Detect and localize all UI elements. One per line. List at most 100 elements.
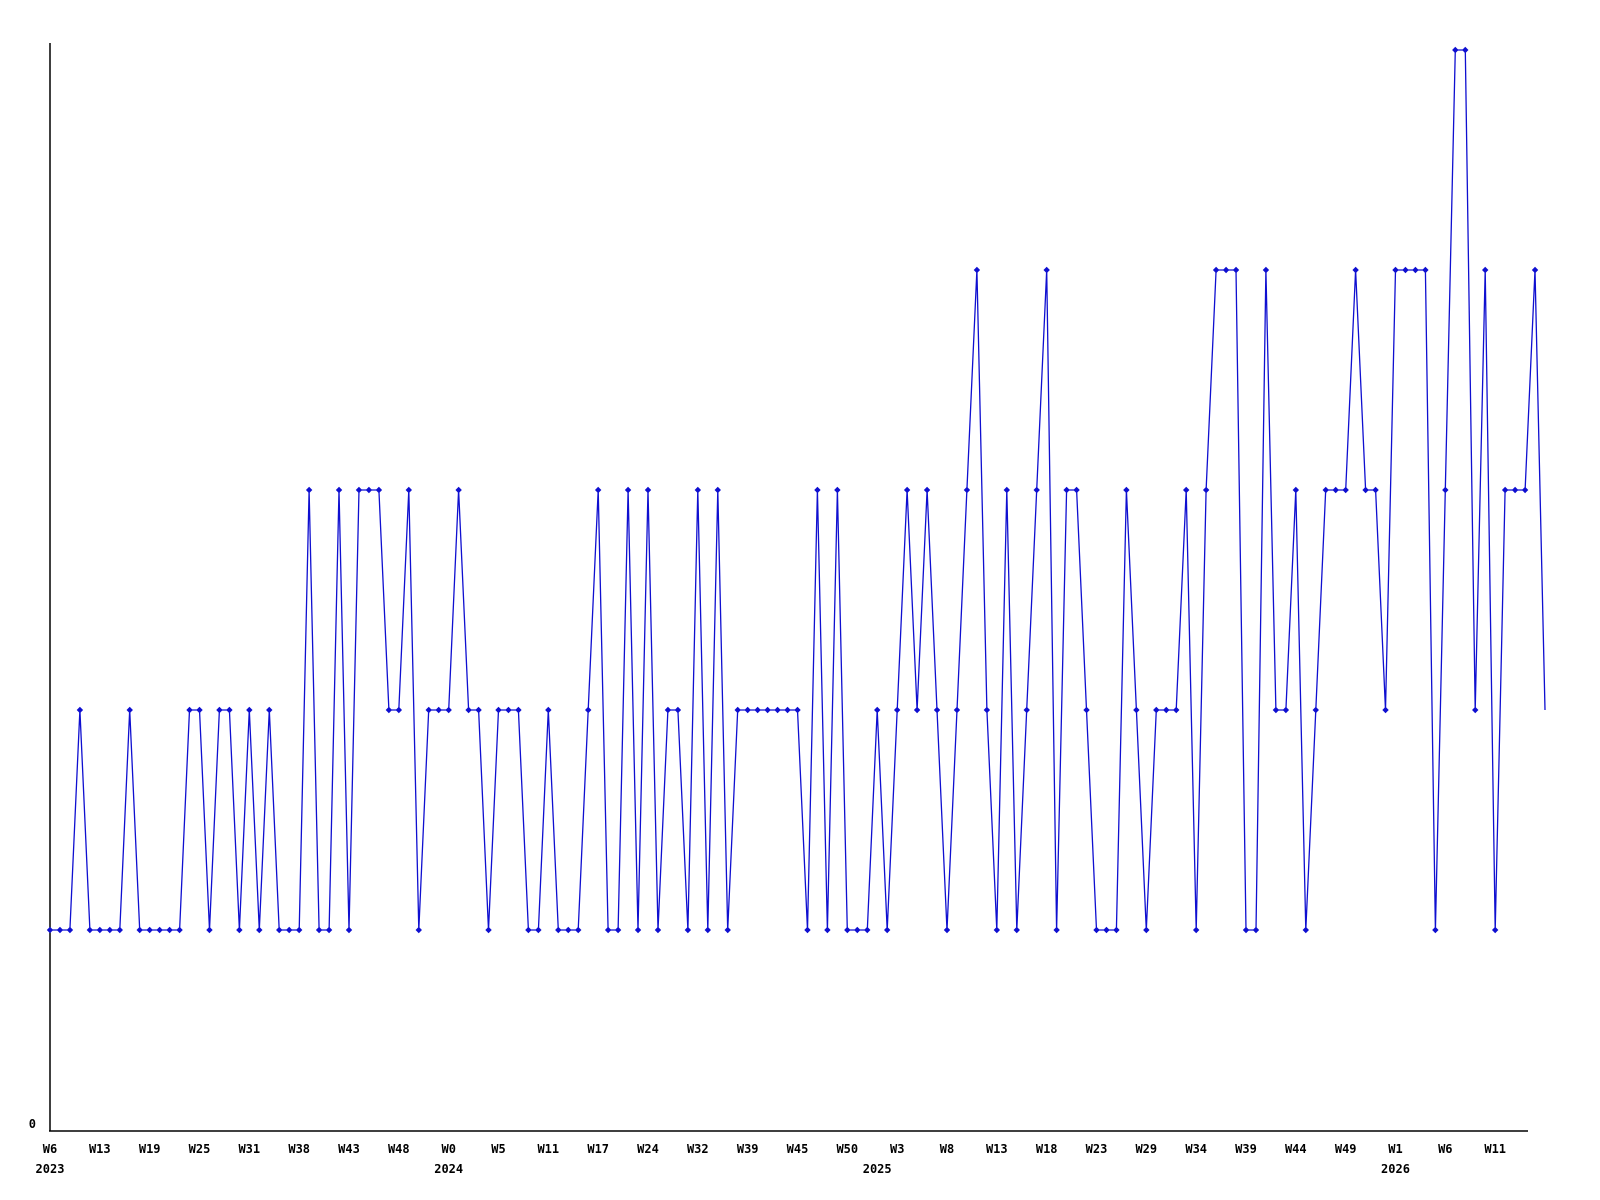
data-point-marker [345, 926, 353, 934]
data-point-marker [1362, 486, 1369, 494]
x-tick-label: W11 [537, 1142, 559, 1156]
data-point-marker [953, 706, 961, 714]
data-point-marker [86, 926, 94, 934]
x-tick-label: W43 [338, 1142, 360, 1156]
data-point-marker [206, 926, 213, 934]
data-point-marker [814, 486, 821, 494]
data-point-marker [495, 706, 502, 714]
x-tick-label: W19 [139, 1142, 161, 1156]
data-point-marker [1412, 266, 1419, 274]
data-point-marker [754, 706, 761, 714]
data-point-marker [764, 706, 771, 714]
data-point-marker [614, 926, 622, 934]
data-point-marker [355, 486, 363, 494]
data-point-marker [824, 926, 831, 934]
data-point-marker [385, 706, 393, 714]
data-point-marker [1282, 706, 1290, 714]
data-point-marker [1342, 486, 1349, 494]
x-tick-label: W29 [1135, 1142, 1157, 1156]
data-point-marker [405, 486, 412, 494]
data-point-marker [226, 706, 233, 714]
data-point-marker [455, 486, 462, 494]
data-point-marker [1053, 926, 1060, 934]
data-point-marker [1332, 486, 1339, 494]
data-point-marker [864, 926, 871, 934]
data-point-marker [1252, 926, 1260, 934]
tick-labels-group: 0W6 W13 W19 W25 W31 W38 W43 W48 W0 W5 W11 W17 W24 W32… [29, 1117, 1506, 1176]
series-group [46, 46, 1546, 934]
data-point-marker [884, 926, 891, 934]
axes-group [49, 43, 1528, 1132]
data-point-marker [1003, 486, 1010, 494]
data-point-marker [1023, 706, 1030, 714]
data-point-marker [903, 486, 911, 494]
x-tick-label: W39 [1235, 1142, 1257, 1156]
data-point-marker [1472, 706, 1479, 714]
data-series-line [50, 49, 1546, 931]
data-point-marker [545, 706, 552, 714]
data-point-marker [624, 486, 632, 494]
data-point-marker [295, 926, 303, 934]
data-point-marker [126, 706, 133, 714]
data-point-marker [146, 926, 153, 934]
data-point-marker [684, 926, 692, 934]
x-tick-label: W44 [1285, 1142, 1307, 1156]
data-point-marker [465, 706, 472, 714]
data-point-marker [993, 926, 1001, 934]
data-point-marker [1093, 926, 1100, 934]
data-point-marker [973, 266, 981, 274]
data-point-marker [186, 706, 193, 714]
data-point-marker [1202, 486, 1210, 494]
data-point-marker [56, 926, 64, 934]
x-tick-label: W34 [1185, 1142, 1207, 1156]
data-point-marker [535, 926, 542, 934]
x-tick-label: W50 [836, 1142, 858, 1156]
x-tick-label: W6 [43, 1142, 57, 1156]
data-point-marker [196, 706, 203, 714]
x-tick-label: W1 [1388, 1142, 1402, 1156]
data-point-marker [644, 486, 652, 494]
x-tick-label: W49 [1335, 1142, 1357, 1156]
data-point-marker [1033, 486, 1040, 494]
data-point-marker [734, 706, 741, 714]
data-point-marker [1123, 486, 1130, 494]
x-tick-label: W39 [737, 1142, 759, 1156]
data-point-marker [1222, 266, 1230, 274]
data-point-marker [1452, 46, 1459, 54]
x-tick-label: W11 [1484, 1142, 1506, 1156]
data-point-marker [505, 706, 512, 714]
data-point-marker [963, 486, 971, 494]
data-point-marker [943, 926, 951, 934]
data-point-marker [335, 486, 343, 494]
data-point-marker [555, 926, 562, 934]
data-point-marker [515, 706, 522, 714]
data-point-marker [1312, 706, 1319, 714]
x-tick-label: W25 [189, 1142, 211, 1156]
data-point-marker [1063, 486, 1070, 494]
x-tick-label: W3 [890, 1142, 904, 1156]
data-point-marker [834, 486, 841, 494]
x-year-label: 2023 [36, 1162, 65, 1176]
data-point-marker [1013, 926, 1020, 934]
data-point-marker [166, 926, 173, 934]
data-point-marker [1402, 266, 1409, 274]
data-point-marker [1242, 926, 1250, 934]
data-point-marker [794, 706, 801, 714]
x-tick-label: W5 [491, 1142, 505, 1156]
data-point-marker [1482, 266, 1489, 274]
x-tick-label: W13 [986, 1142, 1008, 1156]
data-point-marker [76, 706, 84, 714]
data-point-marker [106, 926, 113, 934]
data-point-marker [116, 926, 123, 934]
x-tick-label: W13 [89, 1142, 111, 1156]
data-point-marker [1322, 486, 1329, 494]
data-point-marker [874, 706, 881, 714]
data-point-marker [236, 926, 243, 934]
x-tick-label: W8 [940, 1142, 954, 1156]
data-point-marker [266, 706, 273, 714]
data-point-marker [485, 926, 492, 934]
data-point-marker [1521, 486, 1529, 494]
data-point-marker [395, 706, 403, 714]
